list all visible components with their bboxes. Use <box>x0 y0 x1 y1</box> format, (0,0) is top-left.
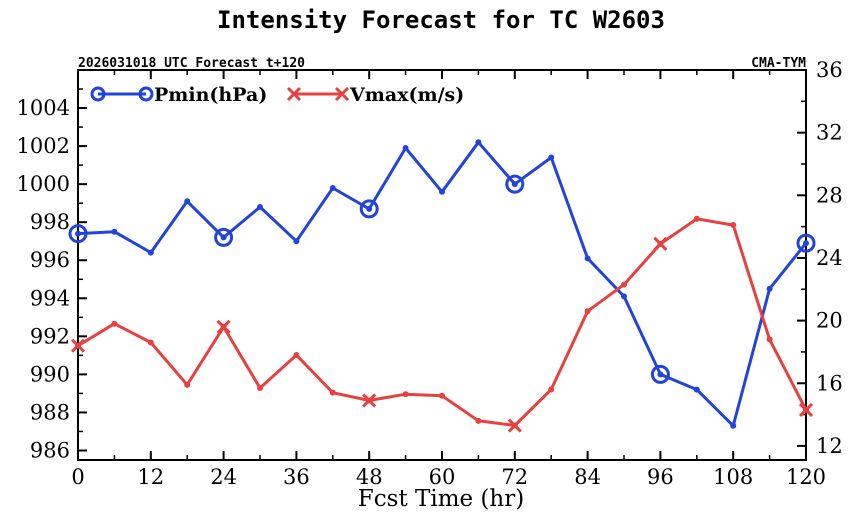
series-vmax-point <box>766 336 773 343</box>
series-vmax-point <box>184 381 191 388</box>
right-y-tick-label: 28 <box>816 183 843 207</box>
series-pmin-point <box>766 285 773 292</box>
series-pmin-point <box>584 255 591 262</box>
x-tick-label: 36 <box>283 465 310 489</box>
series-pmin-point <box>220 234 227 241</box>
series-vmax-marker <box>507 418 522 433</box>
right-y-tick-label: 12 <box>816 434 843 458</box>
series-vmax-point <box>147 339 154 346</box>
series-pmin-point <box>657 371 664 378</box>
series-pmin-point <box>475 139 482 146</box>
series-vmax-point <box>439 392 445 399</box>
series-vmax-point <box>584 308 591 315</box>
series-vmax-point <box>329 389 336 396</box>
series-pmin-marker <box>505 174 525 194</box>
right-y-tick-label: 32 <box>816 121 843 145</box>
series-vmax-marker <box>216 319 231 334</box>
series-vmax-point <box>475 417 482 424</box>
left-y-tick-label: 994 <box>30 286 70 310</box>
series-pmin-point <box>548 154 555 161</box>
left-y-tick-label: 996 <box>30 248 70 272</box>
series-vmax-point <box>730 222 737 229</box>
right-y-tick-label: 36 <box>816 58 843 82</box>
legend-pmin-label: Pmin(hPa) <box>154 84 267 106</box>
x-tick-label: 48 <box>356 465 383 489</box>
series-vmax-marker <box>70 338 86 353</box>
left-y-tick-label: 988 <box>30 400 70 424</box>
series-pmin-marker <box>650 364 670 384</box>
series-pmin-marker <box>796 233 816 253</box>
plot-frame <box>77 69 807 461</box>
series-pmin-point <box>111 228 118 235</box>
plot-area: 0 12 24 36 48 60 72 84 96 108 120 986 988 990 992 994 99… <box>17 58 843 489</box>
left-y-tick-label: 998 <box>30 210 70 234</box>
series-pmin-point <box>366 205 373 212</box>
series-pmin-point <box>439 188 445 195</box>
left-y-tick-label: 1004 <box>17 96 70 120</box>
legend-pmin: Pmin(hPa) <box>90 84 267 106</box>
left-y-tick-label: 986 <box>30 438 70 462</box>
series-pmin-point <box>329 184 336 191</box>
series-vmax-marker <box>653 236 668 251</box>
chart-subtitle-left: 2026031018 UTC Forecast t+120 <box>78 56 305 71</box>
series-pmin-point <box>511 181 518 188</box>
x-tick-label: 120 <box>786 465 826 489</box>
series-pmin-marker <box>214 227 234 247</box>
x-tick-label: 12 <box>137 465 164 489</box>
x-tick-label: 60 <box>429 465 456 489</box>
x-tick-label: 108 <box>713 465 753 489</box>
series-vmax-point <box>548 386 555 393</box>
series-pmin-point <box>730 422 737 429</box>
series-vmax-point <box>257 384 263 391</box>
series-pmin-point <box>257 203 263 210</box>
left-y-tick-label: 992 <box>30 324 70 348</box>
legend: Pmin(hPa) Vmax(m/s) <box>90 84 464 106</box>
x-tick-label: 72 <box>501 465 528 489</box>
legend-pmin-marker-right <box>138 86 154 102</box>
series-vmax-point <box>293 352 300 359</box>
legend-vmax-marker-left <box>286 86 302 102</box>
series-pmin-point <box>147 249 154 256</box>
x-tick-label: 96 <box>647 465 674 489</box>
left-y-tick-label: 1002 <box>17 134 70 158</box>
series-vmax-point <box>402 391 409 398</box>
legend-vmax-marker-right <box>334 86 350 102</box>
x-tick-label: 24 <box>210 465 237 489</box>
series-pmin-point <box>402 145 409 151</box>
series-pmin-point <box>75 230 81 237</box>
series-pmin-point <box>293 238 300 245</box>
series-pmin-point <box>693 386 700 393</box>
series-vmax-point <box>621 281 627 288</box>
series-vmax-point <box>111 320 118 327</box>
series-pmin-point <box>184 198 191 205</box>
chart-title: Intensity Forecast for TC W2603 <box>217 6 665 34</box>
series-vmax-point <box>693 215 700 222</box>
chart-subtitle-right: CMA-TYM <box>751 56 806 71</box>
left-y-tick-label: 1000 <box>17 172 70 196</box>
series-pmin-point <box>803 240 809 247</box>
series-pmin-marker <box>68 224 88 244</box>
series-pmin-marker <box>359 199 379 219</box>
right-y-tick-label: 16 <box>816 371 843 395</box>
legend-pmin-marker-left <box>90 86 106 102</box>
series-vmax-marker <box>362 393 377 408</box>
legend-vmax-label: Vmax(m/s) <box>349 84 464 106</box>
series-pmin-point <box>621 293 627 300</box>
right-y-tick-label: 24 <box>816 246 843 270</box>
x-axis-label: Fcst Time (hr) <box>358 486 524 512</box>
x-tick-label: 0 <box>71 465 84 489</box>
series-vmax-marker <box>798 402 814 417</box>
x-tick-label: 84 <box>574 465 601 489</box>
legend-vmax: Vmax(m/s) <box>286 84 464 106</box>
right-y-tick-label: 20 <box>816 309 843 333</box>
left-y-tick-label: 990 <box>30 362 70 386</box>
